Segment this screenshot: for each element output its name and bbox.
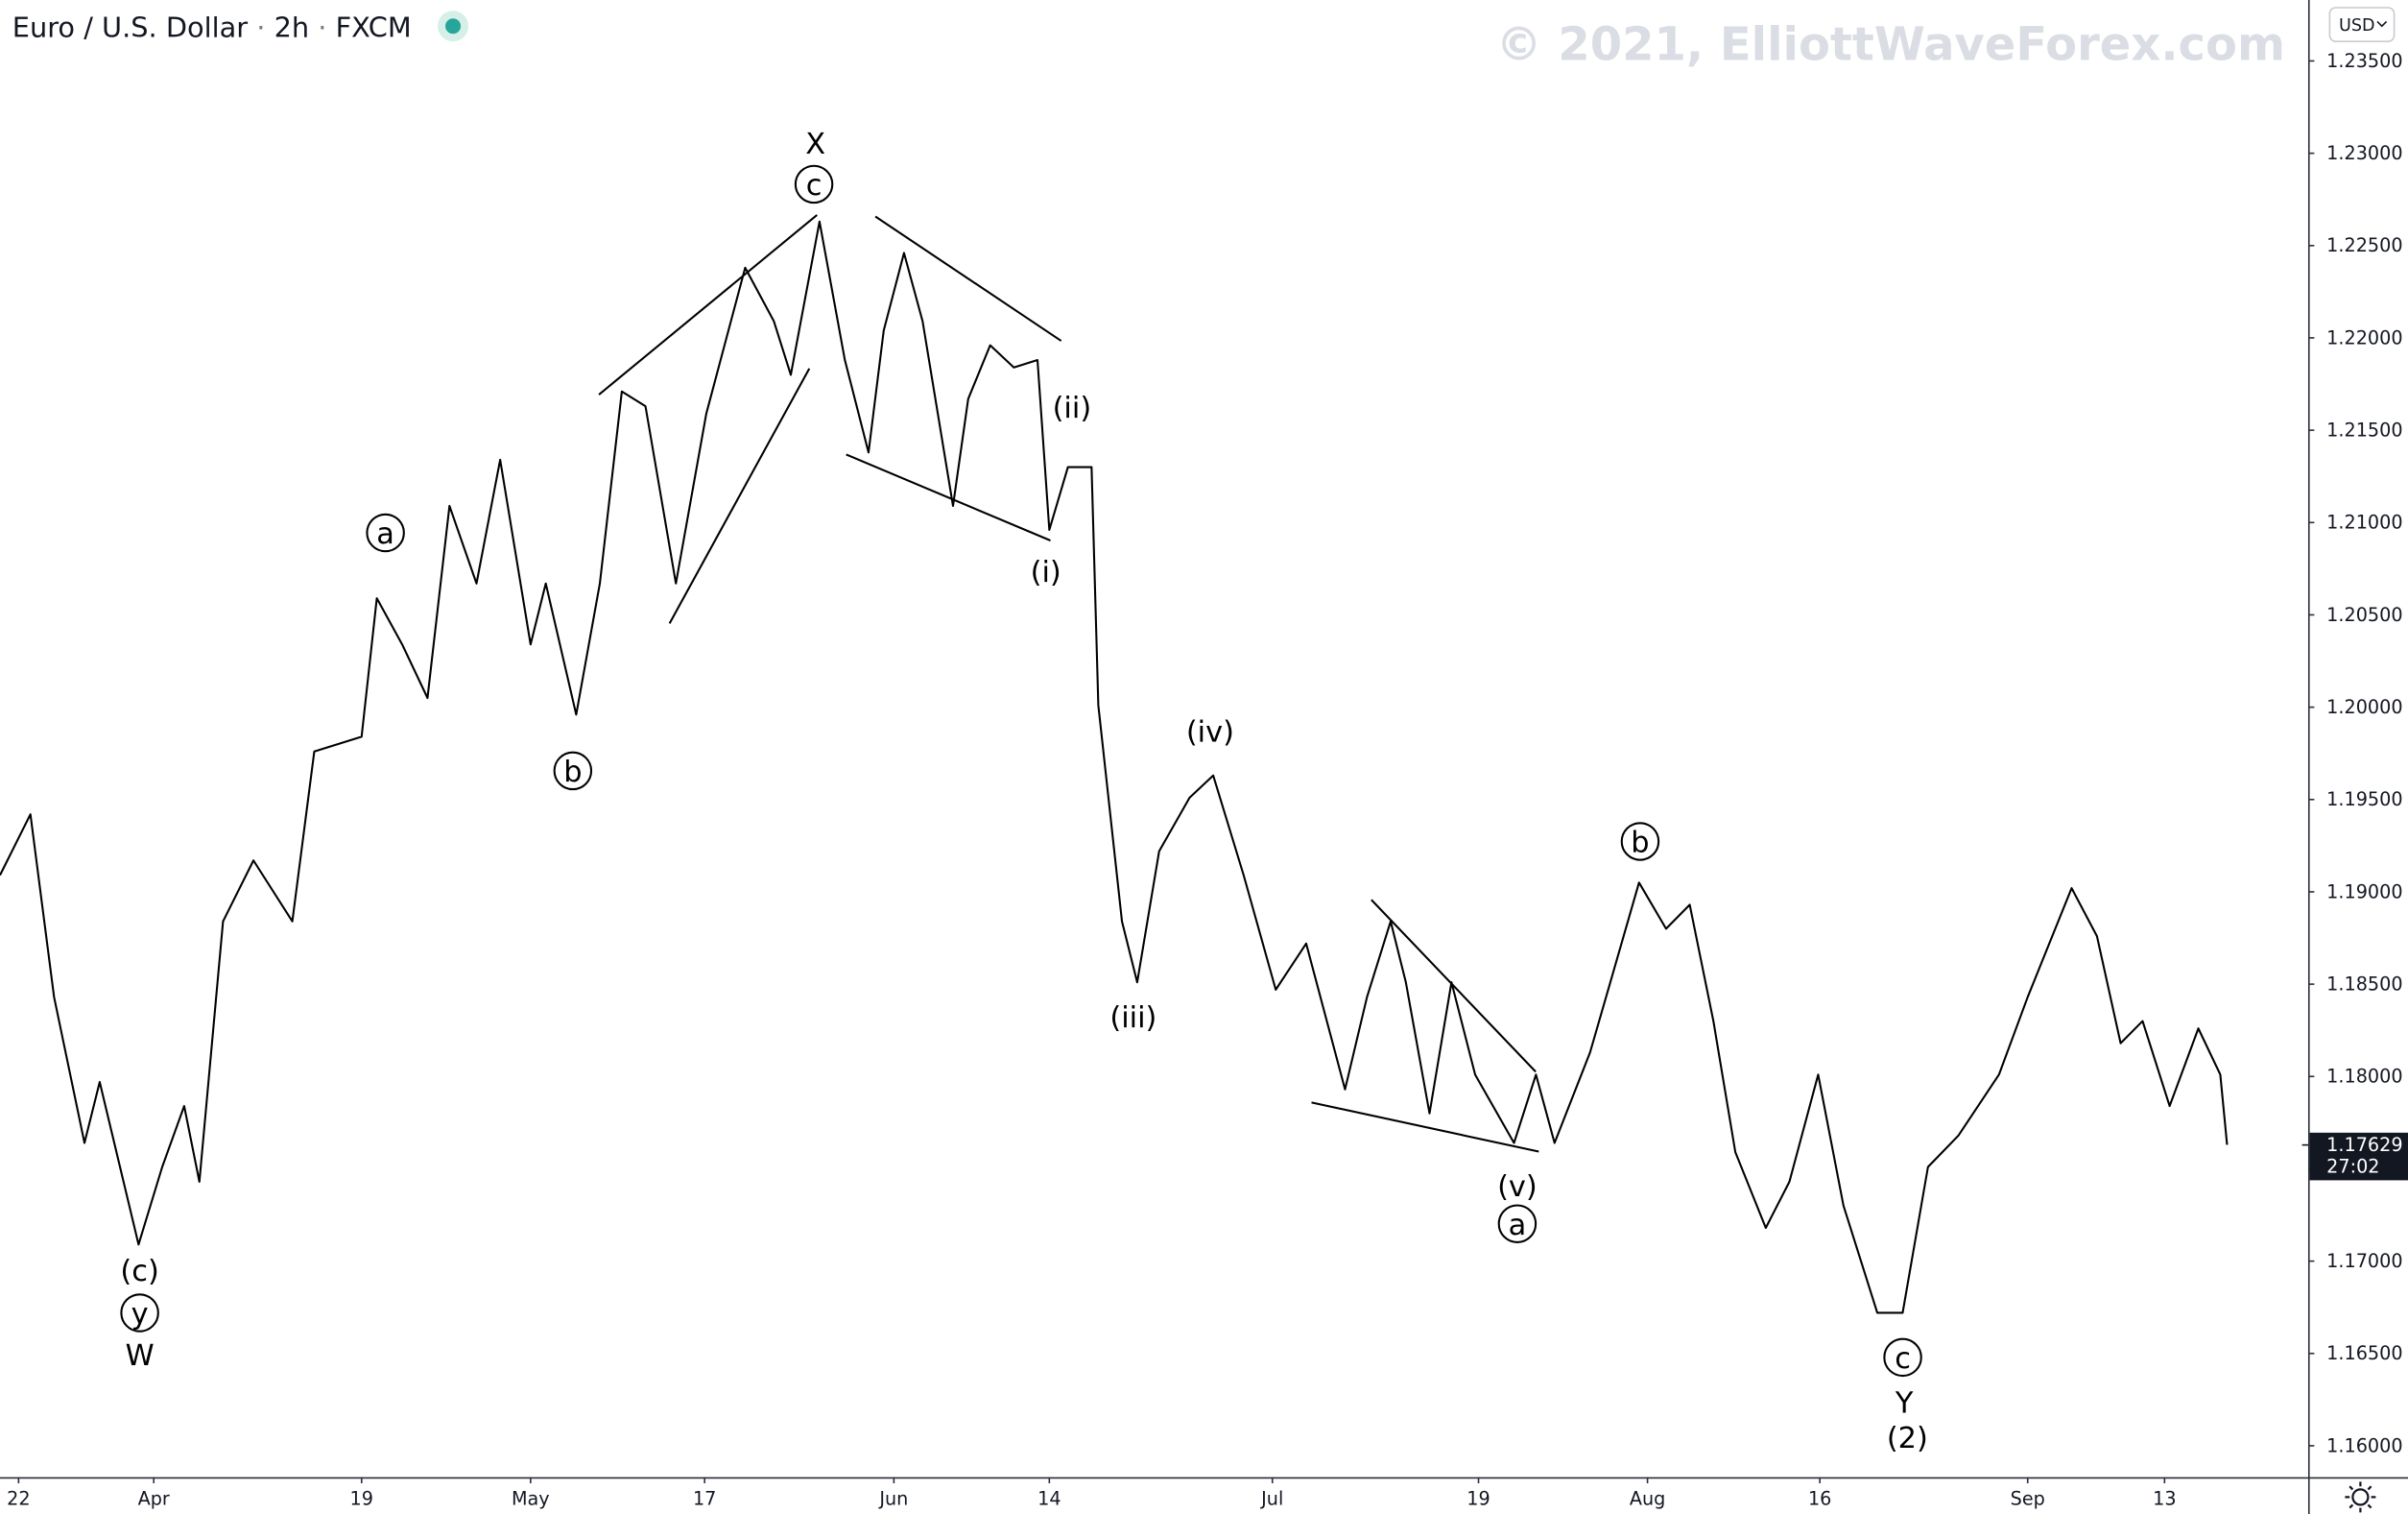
- trend-line: [598, 214, 818, 396]
- wave-label: (2): [1887, 1422, 1928, 1455]
- countdown-label: 27:02: [2326, 1155, 2379, 1177]
- price-line: [0, 220, 2229, 1314]
- x-tick-label: 16: [1808, 1487, 1831, 1509]
- wave-circle: [120, 1293, 159, 1333]
- wave-circle: [794, 164, 834, 204]
- x-tick-label: Aug: [1630, 1487, 1665, 1509]
- trend-line: [668, 368, 811, 624]
- y-tick-label: 1.18000: [2326, 1066, 2402, 1088]
- y-tick-label: 1.19000: [2326, 880, 2402, 902]
- y-tick-label: 1.23000: [2326, 142, 2402, 164]
- wave-label: (iv): [1186, 716, 1234, 750]
- x-tick-label: May: [512, 1487, 550, 1509]
- wave-label: c: [1895, 1342, 1911, 1376]
- wave-label: X: [805, 128, 825, 161]
- symbol: Euro / U.S. Dollar: [12, 11, 248, 43]
- wave-label: b: [563, 756, 582, 789]
- y-tick-label: 1.18500: [2326, 973, 2402, 996]
- interval: 2h: [274, 11, 310, 43]
- settings-circle: [2351, 1488, 2370, 1506]
- currency-button[interactable]: [2328, 7, 2396, 42]
- x-tick-label: 14: [1037, 1487, 1061, 1509]
- x-tick-label: 19: [350, 1487, 373, 1509]
- wave-circle: [366, 513, 405, 553]
- wave-label: a: [376, 517, 394, 551]
- trend-line: [846, 453, 1051, 541]
- last-price-badge: [2309, 1132, 2408, 1181]
- wave-label: (i): [1031, 556, 1061, 589]
- wave-label: (c): [120, 1255, 158, 1288]
- wave-label: y: [131, 1298, 149, 1332]
- y-tick-label: 1.20500: [2326, 604, 2402, 626]
- x-tick-label: 13: [2153, 1487, 2176, 1509]
- x-tick-label: Jul: [1260, 1487, 1283, 1509]
- y-tick-label: 1.23500: [2326, 50, 2402, 72]
- trend-line: [1371, 899, 1537, 1073]
- last-price-label: 1.17629: [2326, 1134, 2402, 1156]
- wave-circle: [1497, 1204, 1538, 1243]
- y-tick-label: 1.21500: [2326, 420, 2402, 442]
- wave-label: (ii): [1053, 392, 1092, 425]
- y-tick-label: 1.20000: [2326, 696, 2402, 718]
- x-tick-label: Apr: [138, 1487, 170, 1509]
- x-tick-label: 19: [1466, 1487, 1490, 1509]
- trend-line: [874, 215, 1062, 342]
- y-tick-label: 1.16500: [2326, 1342, 2402, 1364]
- wave-label: c: [806, 169, 823, 203]
- y-tick-label: 1.19500: [2326, 788, 2402, 810]
- wave-label: W: [126, 1339, 155, 1373]
- wave-label: b: [1631, 827, 1649, 860]
- x-tick-label: Jun: [878, 1487, 908, 1509]
- watermark: © 2021, ElliottWaveForex.com: [1496, 17, 2285, 71]
- x-tick-label: Sep: [2011, 1487, 2045, 1509]
- trend-line: [1311, 1101, 1539, 1153]
- y-tick-label: 1.22500: [2326, 234, 2402, 256]
- status-dot: [445, 18, 462, 35]
- symbol-title: Euro / U.S. Dollar · 2h · FXCM: [12, 11, 412, 43]
- wave-label: Y: [1895, 1386, 1914, 1420]
- wave-label: (v): [1497, 1170, 1538, 1204]
- y-tick-label: 1.21000: [2326, 512, 2402, 534]
- currency-label: USD: [2339, 16, 2375, 36]
- wave-circle: [1620, 822, 1660, 861]
- settings-rays: [2345, 1481, 2376, 1513]
- settings-icon[interactable]: [2345, 1481, 2376, 1513]
- y-tick-label: 1.17000: [2326, 1250, 2402, 1272]
- trend-lines: [598, 214, 1539, 1153]
- x-tick-label: 17: [693, 1487, 716, 1509]
- y-tick-label: 1.22000: [2326, 326, 2402, 348]
- wave-circle: [553, 751, 593, 791]
- wave-label: a: [1509, 1209, 1527, 1242]
- wave-circle: [1883, 1337, 1922, 1378]
- wave-label: (iii): [1109, 1001, 1156, 1035]
- exchange: FXCM: [336, 11, 412, 43]
- x-tick-label: 22: [7, 1487, 30, 1509]
- y-tick-label: 1.16000: [2326, 1434, 2402, 1456]
- currency-caret: [2376, 20, 2388, 28]
